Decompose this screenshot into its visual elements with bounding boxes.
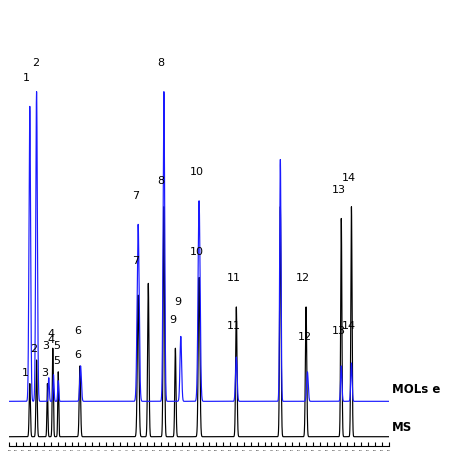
Text: 2: 2 [30,344,37,354]
Text: 5: 5 [54,341,60,351]
Text: 1: 1 [23,73,30,83]
Text: 9: 9 [174,297,182,307]
Text: 12: 12 [298,332,312,342]
Text: 3: 3 [43,341,50,351]
Text: 13: 13 [332,185,346,195]
Text: MS: MS [392,421,412,434]
Text: 14: 14 [342,173,356,183]
Text: 9: 9 [169,315,176,325]
Text: 10: 10 [190,247,203,257]
Text: 6: 6 [74,327,82,337]
Text: 6: 6 [74,350,82,360]
Text: 14: 14 [342,320,356,330]
Text: 2: 2 [32,58,39,68]
Text: MOLs e: MOLs e [392,383,440,396]
Text: 7: 7 [132,255,139,265]
Text: 12: 12 [296,273,310,283]
Text: 5: 5 [54,356,60,366]
Text: 11: 11 [227,273,241,283]
Text: 4: 4 [47,329,55,339]
Text: 3: 3 [41,368,48,378]
Text: 10: 10 [190,167,203,177]
Text: 4: 4 [48,335,55,345]
Text: 7: 7 [132,191,139,201]
Text: 1: 1 [22,368,29,378]
Text: 8: 8 [157,176,165,186]
Text: 8: 8 [157,58,164,68]
Text: 13: 13 [332,327,346,337]
Text: 11: 11 [227,320,241,330]
